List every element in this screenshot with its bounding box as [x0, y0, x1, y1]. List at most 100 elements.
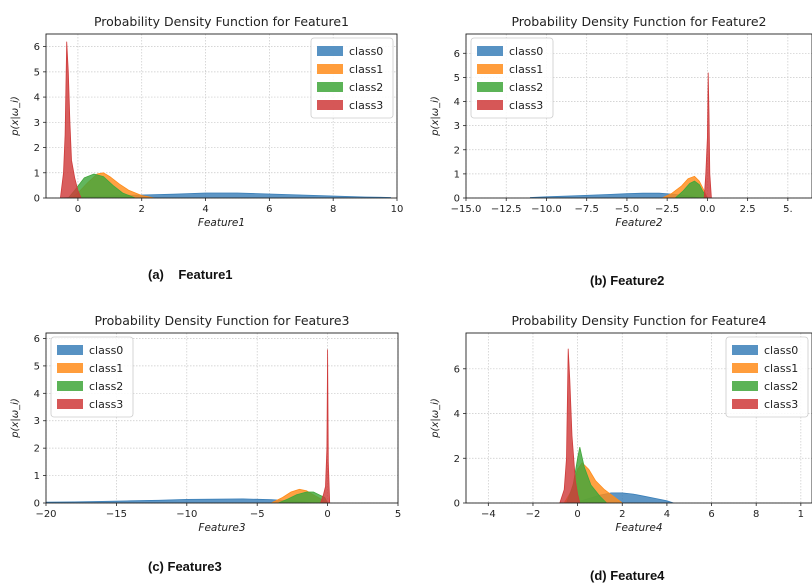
x-axis-label: Feature3: [198, 522, 245, 534]
y-tick-label: 4: [34, 93, 40, 104]
series-area-class2: [67, 173, 136, 198]
y-tick-label: 0: [454, 194, 460, 205]
y-tick-label: 1: [34, 471, 40, 482]
plot-frame: [45, 332, 399, 504]
y-tick-label: 2: [454, 145, 460, 156]
caption-a: (a) Feature1: [148, 267, 233, 282]
legend-swatch-class0: [317, 46, 343, 56]
legend-label: class0: [509, 45, 543, 58]
x-tick-label: 2: [139, 204, 145, 215]
x-tick-label: 0: [75, 204, 81, 215]
series-group: [46, 349, 331, 503]
y-tick-label: 5: [34, 361, 40, 372]
y-axis-label: p(x|ω_i): [10, 96, 21, 137]
x-tick-label: 5.: [783, 204, 793, 215]
x-axis-label: Feature4: [615, 522, 662, 534]
y-tick-label: 0: [34, 499, 40, 510]
y-tick-label: 4: [454, 409, 460, 420]
y-tick-label: 5: [34, 67, 40, 78]
legend-swatch-class1: [477, 64, 503, 74]
chart-panel-3: −20 −15 −10 −5 0 5 0 1 2 3 4 5 6 Probability Density …: [10, 313, 401, 534]
y-tick-label: 5: [454, 73, 460, 84]
legend-swatch-class2: [732, 381, 758, 391]
legend-swatch-class1: [732, 363, 758, 373]
x-tick-label: 4: [664, 509, 670, 520]
y-tick-label: 2: [34, 444, 40, 455]
x-tick-label: −5: [250, 509, 265, 520]
x-tick-label: 1: [798, 509, 804, 520]
x-tick-label: 2.5: [740, 204, 756, 215]
y-tick-label: 1: [454, 169, 460, 180]
legend-box: [50, 336, 134, 418]
x-tick-label: −2.5: [655, 204, 679, 215]
plot-frame: [465, 332, 812, 504]
legend-label: class3: [509, 99, 543, 112]
legend-label: class0: [89, 344, 123, 357]
legend: class0 class1 class2 class3: [50, 336, 134, 418]
legend-swatch-class3: [477, 100, 503, 110]
x-axis-label: Feature2: [615, 217, 662, 229]
chart-title: Probability Density Function for Feature…: [94, 313, 349, 328]
legend-label: class2: [764, 380, 798, 393]
caption-d: (d) Feature4: [590, 568, 665, 583]
x-axis-label: Feature1: [198, 217, 245, 229]
y-tick-label: 6: [34, 334, 40, 345]
x-tick-label: 0.0: [699, 204, 715, 215]
legend-label: class1: [349, 63, 383, 76]
caption-b: (b) Feature2: [590, 273, 665, 288]
x-tick-label: −5.0: [615, 204, 639, 215]
legend-label: class3: [349, 99, 383, 112]
legend-label: class0: [349, 45, 383, 58]
caption-c: (c) Feature3: [148, 559, 222, 574]
legend-label: class1: [509, 63, 543, 76]
x-tick-label: −10.0: [531, 204, 562, 215]
x-tick-label: 5: [395, 509, 401, 520]
x-tick-label: −2: [526, 509, 541, 520]
y-axis-label: p(x|ω_i): [430, 96, 441, 137]
legend-label: class1: [89, 362, 123, 375]
y-tick-label: 0: [454, 499, 460, 510]
x-tick-label: 4: [202, 204, 208, 215]
legend-box: [725, 336, 809, 418]
x-tick-label: 6: [708, 509, 714, 520]
series-area-class3: [703, 72, 712, 198]
series-area-class3: [320, 349, 331, 503]
series-group: [530, 72, 712, 198]
legend-label: class2: [509, 81, 543, 94]
x-tick-label: 8: [330, 204, 336, 215]
plot-frame: [45, 33, 398, 199]
x-tick-label: 8: [753, 509, 759, 520]
legend: class0 class1 class2 class3: [725, 336, 809, 418]
x-tick-label: −20: [35, 509, 56, 520]
legend-label: class1: [764, 362, 798, 375]
x-tick-label: −15.0: [451, 204, 482, 215]
legend-swatch-class2: [477, 82, 503, 92]
legend-label: class3: [764, 398, 798, 411]
y-tick-label: 1: [34, 168, 40, 179]
x-tick-label: −7.5: [575, 204, 599, 215]
legend-swatch-class1: [57, 363, 83, 373]
legend-swatch-class0: [477, 46, 503, 56]
legend-swatch-class0: [732, 345, 758, 355]
chart-panel-2: −15.0 −12.5 −10.0 −7.5 −5.0 −2.5 0.0 2.5 5. 0 1 2 3 4…: [430, 14, 812, 229]
legend-label: class0: [764, 344, 798, 357]
y-tick-label: 0: [34, 194, 40, 205]
y-tick-label: 3: [34, 118, 40, 129]
x-tick-label: −12.5: [491, 204, 522, 215]
x-tick-label: 6: [266, 204, 272, 215]
y-axis-label: p(x|ω_i): [10, 398, 21, 439]
series-area-class3: [59, 41, 82, 198]
legend-swatch-class3: [732, 399, 758, 409]
chart-panel-1: 0 2 4 6 8 10 0 1 2 3 4 5 6 Probability Density Functi…: [10, 14, 403, 229]
y-tick-label: 6: [34, 42, 40, 53]
x-tick-label: 2: [619, 509, 625, 520]
y-tick-label: 6: [454, 364, 460, 375]
x-tick-label: −15: [106, 509, 127, 520]
chart-title: Probability Density Function for Feature…: [511, 14, 766, 29]
legend-swatch-class0: [57, 345, 83, 355]
chart-title: Probability Density Function for Feature…: [94, 14, 349, 29]
chart-title: Probability Density Function for Feature…: [511, 313, 766, 328]
y-tick-label: 4: [34, 389, 40, 400]
legend-box: [470, 37, 554, 119]
